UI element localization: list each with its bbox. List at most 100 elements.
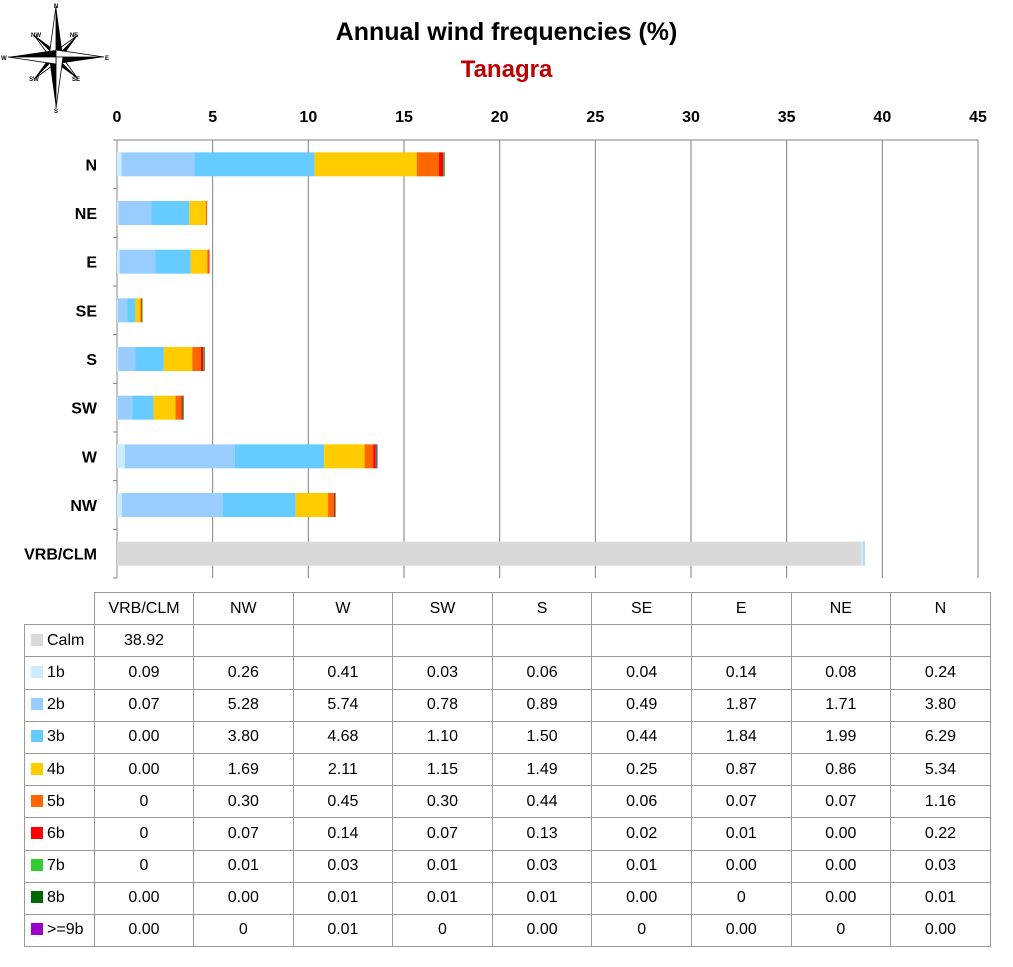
- table-cell: 1.84: [690, 720, 792, 754]
- bar-segment-4b: [189, 201, 206, 225]
- bar-segment-5b: [416, 152, 440, 177]
- legend-label: 3b: [47, 728, 65, 746]
- bar-segment-1b: [117, 493, 122, 517]
- legend-swatch: [31, 891, 43, 904]
- bar-segment-2b: [121, 152, 195, 177]
- legend-swatch: [31, 762, 43, 775]
- table-cell: [591, 624, 692, 658]
- table-cell: 0.01: [292, 881, 394, 915]
- bar-segment-2b: [119, 249, 156, 274]
- table-cell: 0.44: [591, 720, 692, 754]
- bar-segment-4b: [190, 249, 208, 274]
- table-row: Calm 38.92: [24, 624, 991, 658]
- compass-label: E: [105, 56, 109, 62]
- y-tick-label: VRB/CLM: [24, 547, 97, 564]
- y-tick-label: S: [86, 352, 97, 369]
- y-tick-label: SW: [71, 401, 98, 418]
- x-tick-label: 5: [208, 109, 217, 126]
- table-cell: 0.26: [193, 656, 294, 690]
- table-cell: 0.03: [292, 849, 394, 883]
- legend-swatch: [31, 923, 43, 936]
- table-cell: 1.71: [790, 688, 892, 722]
- table-corner: [24, 592, 95, 626]
- chart-subtitle: Tanagra: [460, 56, 553, 83]
- bar-segment-2b: [117, 395, 133, 420]
- bar-segment-1b: [117, 347, 119, 371]
- table-column-header: VRB/CLM: [94, 591, 194, 626]
- table-row: 7b 0 0.01 0.03 0.01 0.03 0.01 0.00 0.00 0.03: [24, 849, 991, 883]
- table-cell: 0.08: [790, 656, 892, 690]
- x-tick-label: 40: [873, 109, 891, 126]
- bar-segment-3b: [135, 347, 164, 371]
- bar-segment-4b: [295, 493, 329, 517]
- bar-segment-5b: [205, 201, 208, 225]
- table-cell: 0.00: [94, 881, 194, 915]
- table-cell: 0: [392, 913, 493, 948]
- bar-segment-3b: [194, 152, 315, 177]
- table-cell: 1.15: [392, 752, 493, 787]
- bar-segment-2b: [121, 493, 223, 517]
- x-tick-label: 45: [969, 109, 987, 126]
- bar-segment-1b: [117, 152, 122, 177]
- table-cell: [292, 624, 394, 658]
- bar-segment-7b: [375, 444, 377, 469]
- table-cell: 0.04: [591, 656, 692, 690]
- table-row-header: 6b: [24, 817, 95, 851]
- table-column-header: W: [292, 591, 394, 626]
- bar-segment-2b: [117, 298, 128, 323]
- legend-swatch: [31, 698, 43, 711]
- compass-label: N: [54, 4, 58, 10]
- compass-point-dark: [49, 57, 56, 108]
- table-cell: 0.01: [392, 849, 493, 883]
- table-column-header: E: [690, 591, 792, 626]
- bar-segment-5b: [364, 444, 374, 469]
- x-tick-label: 25: [586, 109, 604, 126]
- bar-segment-8b: [443, 152, 445, 177]
- bar-segment-7b: [141, 298, 143, 323]
- chart-title: Annual wind frequencies (%): [335, 18, 678, 46]
- table-cell: 0.09: [94, 656, 194, 690]
- data-table: VRB/CLM NW W SW S SE E NE N Calm 38.92 1b 0.09 0.26 0.…: [24, 591, 991, 948]
- table-row: 4b 0.00 1.69 2.11 1.15 1.49 0.25 0.87 0.86 5.34: [24, 752, 991, 787]
- bar-segment->=9b: [376, 444, 378, 469]
- table-cell: 0.03: [392, 656, 493, 690]
- legend-label: 2b: [47, 696, 65, 714]
- table-cell: 0.00: [491, 913, 593, 948]
- bar-segment-4b: [314, 152, 417, 177]
- table-cell: 0.03: [491, 849, 593, 883]
- table-cell: [690, 624, 792, 658]
- bar-segment-6b: [208, 249, 210, 274]
- table-cell: 4.68: [292, 720, 394, 754]
- table-row: 3b 0.00 3.80 4.68 1.10 1.50 0.44 1.84 1.99 6.29: [24, 720, 991, 754]
- y-tick-label: NW: [70, 498, 98, 515]
- legend-swatch: [31, 859, 43, 872]
- legend-label: Calm: [47, 631, 85, 649]
- table-column-header: SW: [392, 591, 493, 626]
- compass-point-light: [55, 56, 64, 109]
- bar-segment-6b: [373, 444, 376, 469]
- table-row: >=9b 0.00 0 0.01 0 0.00 0 0.00 0 0.00: [24, 913, 991, 948]
- table-cell: 0.01: [392, 881, 493, 915]
- table-row: 1b 0.09 0.26 0.41 0.03 0.06 0.04 0.14 0.08 0.24: [24, 656, 991, 690]
- table-cell: 0.01: [193, 849, 294, 883]
- bar-segment-7b: [443, 152, 445, 177]
- x-tick-label: 0: [113, 109, 122, 126]
- table-row-header: Calm: [24, 624, 95, 658]
- table-cell: 0.86: [790, 752, 892, 787]
- table-cell: 3.80: [890, 688, 991, 722]
- table-cell: 0.07: [690, 785, 792, 819]
- bar-segment-4b: [324, 444, 365, 469]
- table-cell: 0.89: [491, 688, 593, 722]
- table-cell: 0.30: [392, 785, 493, 819]
- bar-segment-1b: [117, 395, 118, 420]
- table-cell: 1.87: [690, 688, 792, 722]
- bar-segment-5b: [175, 395, 182, 420]
- table-cell: 0.14: [292, 817, 394, 851]
- table-cell: 1.10: [392, 720, 493, 754]
- compass-label: W: [1, 56, 7, 62]
- table-cell: 0.24: [890, 656, 991, 690]
- table-cell: 0: [591, 913, 692, 948]
- table-cell: 0.00: [690, 913, 792, 948]
- table-cell: 3.80: [193, 720, 294, 754]
- table-cell: 0.02: [591, 817, 692, 851]
